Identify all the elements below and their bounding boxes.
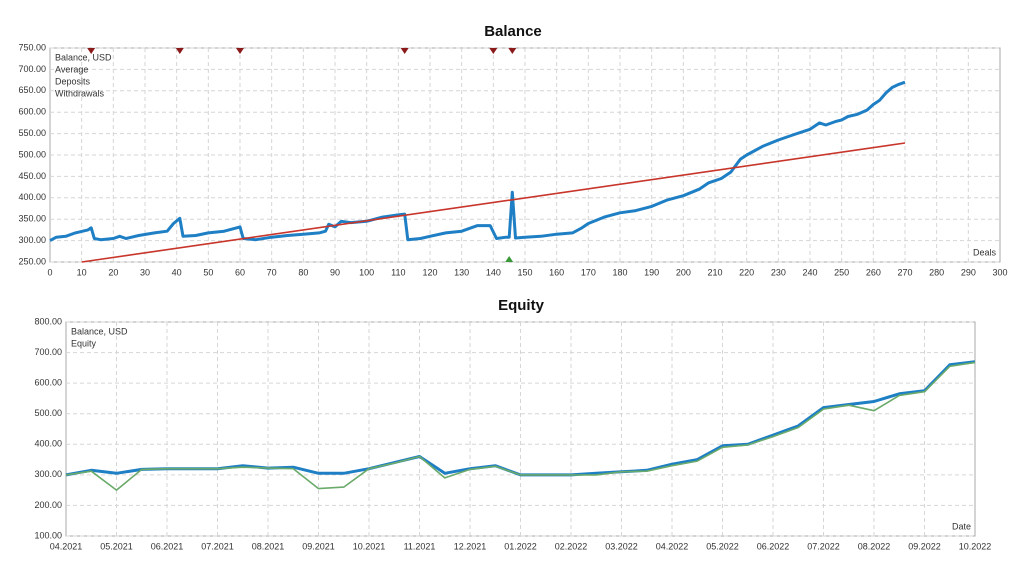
series-line <box>49 80 906 242</box>
marker <box>236 48 244 54</box>
x-tick-label: 250 <box>834 267 849 277</box>
x-tick-label: 02.2022 <box>555 541 588 551</box>
x-tick-label: 11.2021 <box>404 541 436 551</box>
x-tick-label: 210 <box>707 267 722 277</box>
legend-entry: Average <box>55 64 88 74</box>
x-tick-label: 260 <box>866 267 881 277</box>
series-line <box>81 142 906 263</box>
axis-label: Date <box>952 521 971 531</box>
legend-entry: Withdrawals <box>55 88 105 98</box>
x-tick-label: 280 <box>929 267 944 277</box>
y-tick-label: 700.00 <box>18 64 46 74</box>
x-tick-label: 08.2021 <box>252 541 285 551</box>
x-tick-label: 230 <box>771 267 786 277</box>
x-tick-label: 180 <box>612 267 627 277</box>
y-tick-label: 500.00 <box>18 149 46 159</box>
x-tick-label: 60 <box>235 267 245 277</box>
y-tick-label: 350.00 <box>18 214 46 224</box>
y-tick-label: 250.00 <box>18 256 46 266</box>
x-tick-label: 170 <box>581 267 596 277</box>
x-tick-label: 160 <box>549 267 564 277</box>
x-tick-label: 0 <box>47 267 52 277</box>
x-tick-label: 20 <box>108 267 118 277</box>
axis-label: Deals <box>973 247 997 257</box>
x-tick-label: 90 <box>330 267 340 277</box>
x-tick-label: 07.2021 <box>201 541 234 551</box>
x-tick-label: 200 <box>676 267 691 277</box>
x-tick-label: 08.2022 <box>858 541 891 551</box>
legend-entry: Deposits <box>55 76 91 86</box>
x-tick-label: 01.2022 <box>504 541 537 551</box>
chart-title: Equity <box>498 297 544 314</box>
marker <box>87 48 96 54</box>
x-tick-label: 30 <box>140 267 150 277</box>
y-tick-label: 450.00 <box>18 171 46 181</box>
x-tick-label: 09.2022 <box>908 541 941 551</box>
y-tick-label: 550.00 <box>18 128 46 138</box>
x-tick-label: 05.2022 <box>706 541 739 551</box>
chart-title: Balance <box>484 23 542 40</box>
y-tick-label: 650.00 <box>18 85 46 95</box>
y-tick-label: 600.00 <box>34 378 62 388</box>
legend-entry: Balance, USD <box>71 326 128 336</box>
x-tick-label: 06.2022 <box>757 541 790 551</box>
x-tick-label: 10.2022 <box>959 541 992 551</box>
x-tick-label: 70 <box>267 267 277 277</box>
x-tick-label: 300 <box>992 267 1007 277</box>
x-tick-label: 190 <box>644 267 659 277</box>
x-tick-label: 05.2021 <box>100 541 133 551</box>
x-tick-label: 150 <box>517 267 532 277</box>
x-tick-label: 290 <box>961 267 976 277</box>
y-tick-label: 200.00 <box>34 500 62 510</box>
marker <box>508 48 517 54</box>
x-tick-label: 240 <box>802 267 817 277</box>
x-tick-label: 10 <box>77 267 87 277</box>
x-tick-label: 04.2022 <box>656 541 689 551</box>
x-tick-label: 06.2021 <box>151 541 184 551</box>
x-tick-label: 80 <box>298 267 308 277</box>
marker <box>400 48 409 54</box>
y-tick-label: 750.00 <box>18 42 46 52</box>
y-tick-label: 800.00 <box>34 316 62 326</box>
x-tick-label: 10.2021 <box>353 541 386 551</box>
marker <box>489 48 498 54</box>
y-tick-label: 400.00 <box>18 192 46 202</box>
x-tick-label: 220 <box>739 267 754 277</box>
x-tick-label: 03.2022 <box>605 541 638 551</box>
x-tick-label: 04.2021 <box>50 541 83 551</box>
y-tick-label: 700.00 <box>34 347 62 357</box>
x-tick-label: 12.2021 <box>454 541 487 551</box>
y-tick-label: 400.00 <box>34 439 62 449</box>
x-tick-label: 120 <box>422 267 437 277</box>
legend-entry: Balance, USD <box>55 52 112 62</box>
x-tick-label: 09.2021 <box>302 541 335 551</box>
y-tick-label: 100.00 <box>34 530 62 540</box>
x-tick-label: 110 <box>391 267 405 277</box>
y-tick-label: 600.00 <box>18 107 46 117</box>
x-tick-label: 140 <box>486 267 501 277</box>
y-tick-label: 500.00 <box>34 408 62 418</box>
x-tick-label: 07.2022 <box>807 541 840 551</box>
series-line <box>65 361 976 491</box>
x-tick-label: 100 <box>359 267 374 277</box>
x-tick-label: 40 <box>172 267 182 277</box>
marker <box>175 48 184 54</box>
marker <box>505 256 514 262</box>
y-tick-label: 300.00 <box>18 235 46 245</box>
x-tick-label: 50 <box>203 267 213 277</box>
x-tick-label: 130 <box>454 267 469 277</box>
y-tick-label: 300.00 <box>34 469 62 479</box>
legend-entry: Equity <box>71 338 97 348</box>
x-tick-label: 270 <box>897 267 912 277</box>
